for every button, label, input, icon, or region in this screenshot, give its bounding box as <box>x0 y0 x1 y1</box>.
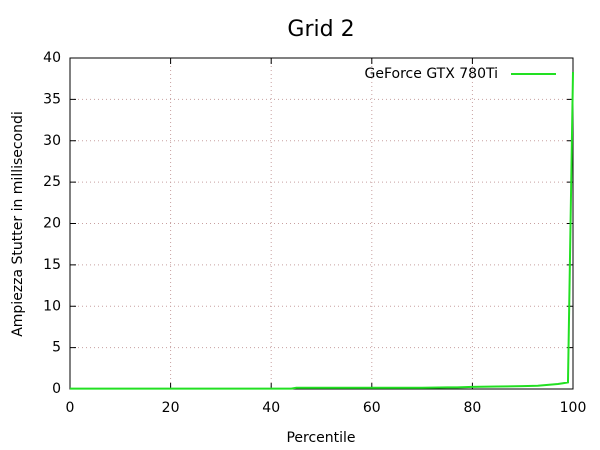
plot-border <box>69 57 574 390</box>
y-tick-label: 15 <box>43 257 61 273</box>
y-tick-label: 40 <box>43 50 61 66</box>
x-tick-label: 40 <box>262 400 280 416</box>
y-tick-label: 20 <box>43 216 61 232</box>
x-axis-label: Percentile <box>286 430 355 446</box>
y-tick-label: 30 <box>43 133 61 149</box>
chart-title: Grid 2 <box>287 17 354 42</box>
x-tick-label: 0 <box>66 400 75 416</box>
x-tick-label: 80 <box>463 400 481 416</box>
y-axis-label: Ampiezza Stutter in millisecondi <box>10 111 26 337</box>
data-line <box>70 72 574 390</box>
y-tick-label: 35 <box>43 91 61 107</box>
legend-label: GeForce GTX 780Ti <box>365 66 498 82</box>
y-tick-label: 10 <box>43 298 61 314</box>
x-tick-label: 100 <box>560 400 587 416</box>
y-tick-label: 25 <box>43 174 61 190</box>
x-tick-label: 60 <box>363 400 381 416</box>
x-tick-label: 20 <box>162 400 180 416</box>
y-tick-label: 0 <box>52 381 61 397</box>
y-tick-label: 5 <box>52 340 61 356</box>
